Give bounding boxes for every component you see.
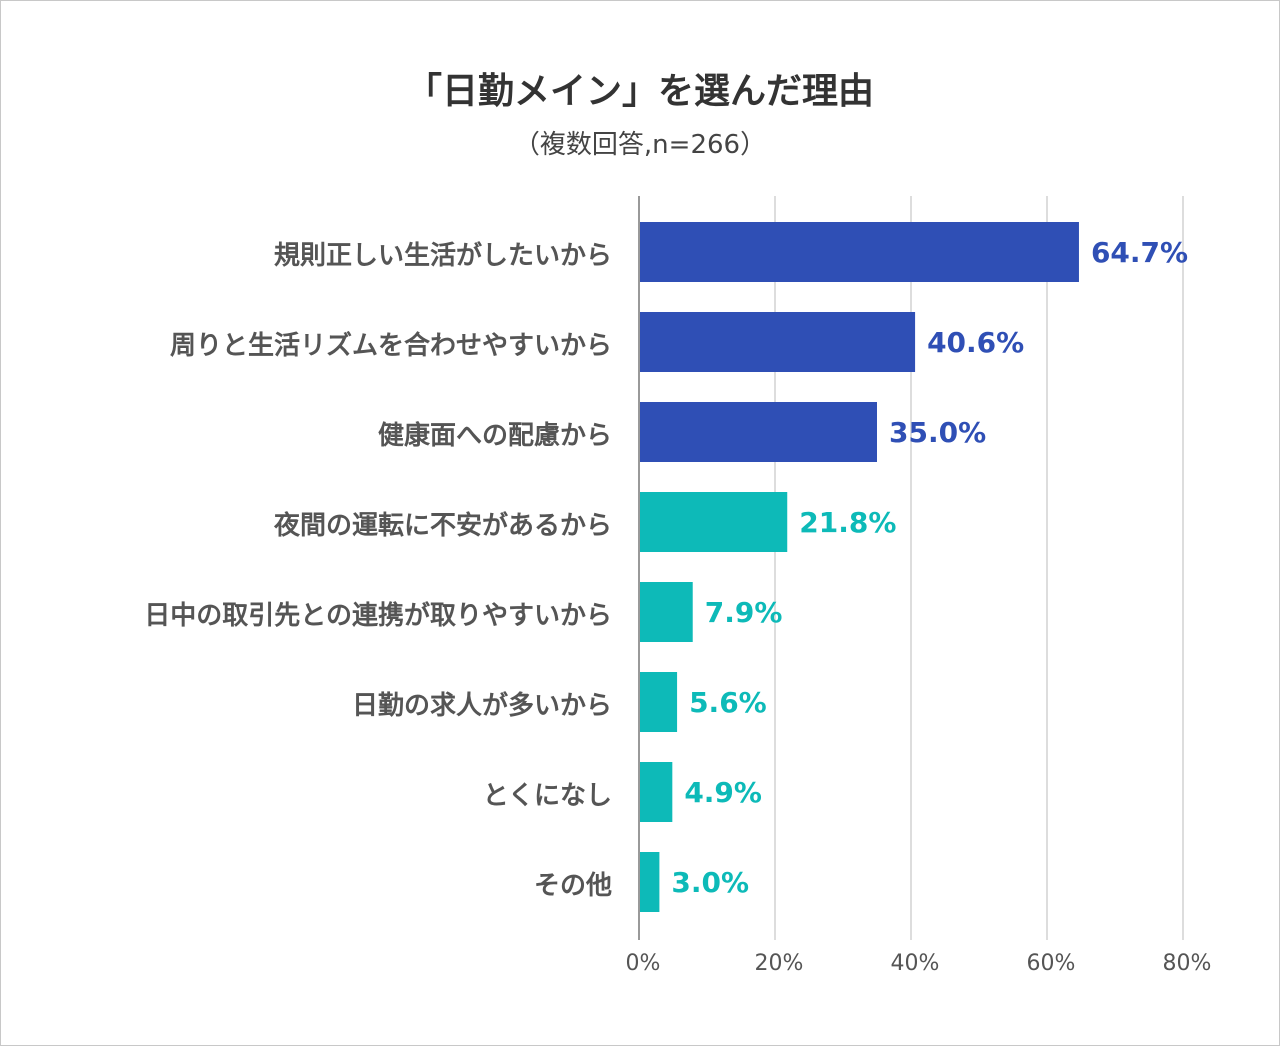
value-label: 40.6%: [927, 326, 1024, 359]
bar: [639, 312, 916, 372]
x-tick-label: 20%: [755, 951, 804, 976]
value-label: 4.9%: [684, 776, 762, 809]
x-tick-label: 60%: [1027, 951, 1076, 976]
category-label: 日中の取引先との連携が取りやすいから: [144, 600, 612, 631]
bar: [639, 582, 693, 642]
bar: [639, 672, 678, 732]
category-label: その他: [534, 871, 612, 901]
bar: [639, 852, 660, 912]
category-label: 周りと生活リズムを合わせやすいから: [170, 330, 612, 361]
value-label: 3.0%: [671, 866, 749, 899]
x-tick-label: 80%: [1163, 951, 1212, 976]
chart-subtitle: （複数回答,n=266）: [513, 130, 767, 160]
value-label: 5.6%: [689, 686, 767, 719]
bar: [639, 492, 788, 552]
chart-title: 「日勤メイン」を選んだ理由: [405, 71, 874, 112]
x-tick-label: 40%: [891, 951, 940, 976]
value-label: 64.7%: [1091, 236, 1188, 269]
x-tick-label: 0%: [626, 951, 661, 976]
category-label: 規則正しい生活がしたいから: [274, 240, 612, 271]
bar: [639, 402, 877, 462]
value-label: 35.0%: [889, 416, 986, 449]
category-label: とくになし: [483, 781, 612, 811]
category-label: 夜間の運転に不安があるから: [273, 510, 612, 541]
bar: [639, 762, 673, 822]
bar: [639, 222, 1079, 282]
value-label: 7.9%: [705, 596, 783, 629]
value-label: 21.8%: [799, 506, 896, 539]
category-label: 日勤の求人が多いから: [352, 690, 612, 721]
category-label: 健康面への配慮から: [378, 420, 612, 451]
